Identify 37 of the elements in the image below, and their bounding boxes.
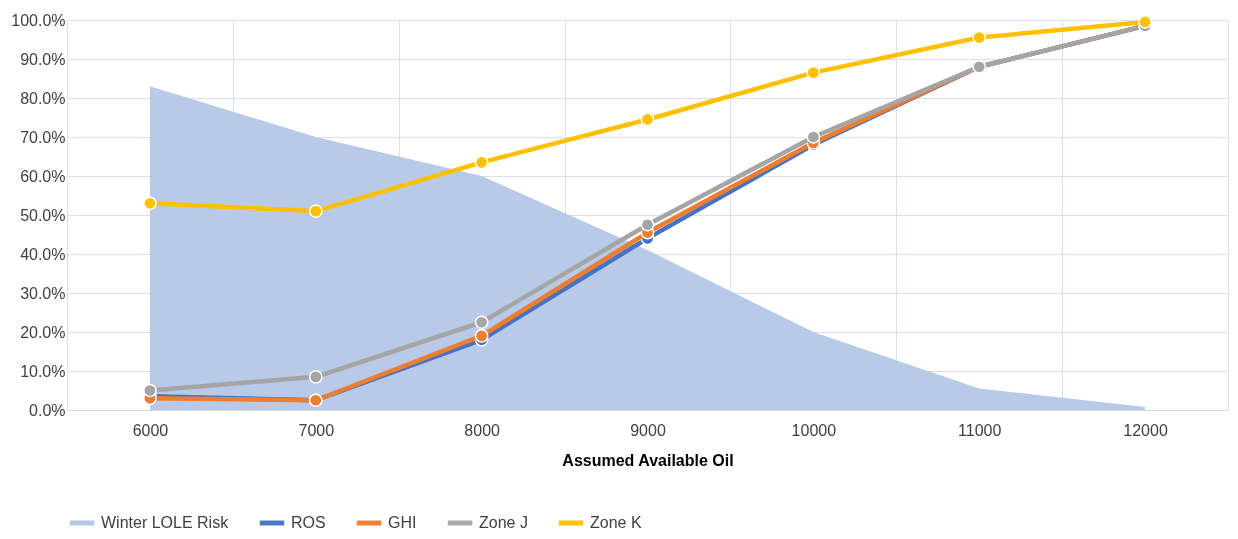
point [806, 130, 821, 144]
legend-label: GHI [388, 514, 417, 531]
x-axis-title: Assumed Available Oil [562, 451, 734, 469]
point [1138, 15, 1152, 29]
x-tick-label: 10000 [791, 421, 837, 439]
point [143, 196, 157, 211]
point [806, 65, 821, 80]
point [640, 217, 655, 232]
y-tick-label: 70.0% [20, 128, 66, 146]
legend-label: ROS [291, 514, 326, 531]
point [308, 369, 323, 384]
y-tick-label: 90.0% [20, 50, 66, 68]
y-tick-label: 100.0% [11, 11, 66, 29]
legend-label: Zone K [590, 514, 642, 531]
y-tick-label: 80.0% [20, 89, 66, 107]
y-tick-label: 20.0% [20, 323, 66, 341]
point [474, 315, 489, 330]
legend-label: Zone J [479, 514, 528, 531]
point [308, 204, 323, 218]
legend-label: Winter LOLE Risk [101, 514, 230, 531]
x-tick-label: 8000 [464, 421, 501, 439]
point [474, 155, 489, 170]
x-tick-label: 6000 [132, 421, 169, 439]
point [143, 383, 157, 398]
x-tick-label: 11000 [958, 421, 1002, 439]
y-tick-label: 10.0% [20, 362, 66, 380]
y-tick-label: 50.0% [20, 206, 66, 224]
x-tick-label: 7000 [298, 421, 335, 439]
point [640, 112, 655, 127]
x-tick-label: 9000 [630, 421, 666, 439]
y-tick-label: 60.0% [20, 167, 66, 185]
y-tick-label: 40.0% [20, 245, 66, 263]
y-tick-label: 0.0% [29, 401, 66, 419]
x-tick-label: 12000 [1123, 421, 1168, 439]
point [972, 30, 987, 45]
point [474, 329, 489, 343]
y-tick-label: 30.0% [20, 284, 66, 302]
